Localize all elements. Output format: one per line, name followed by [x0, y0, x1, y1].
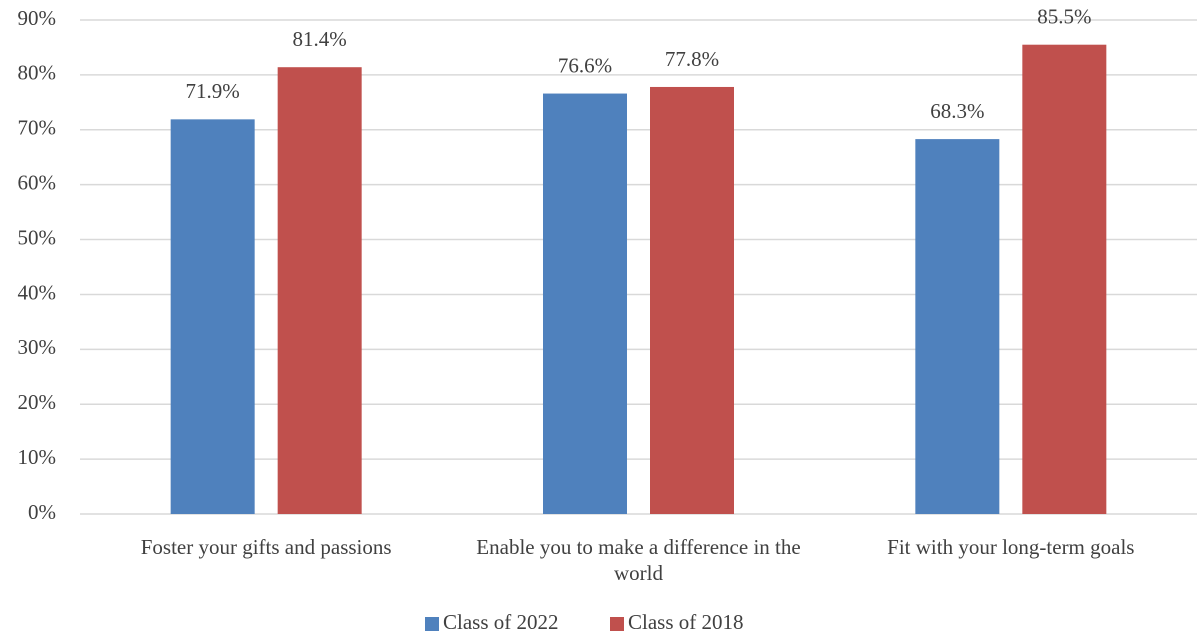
- data-label: 76.6%: [558, 53, 612, 77]
- x-tick-label: Foster your gifts and passions: [140, 535, 392, 559]
- y-tick-label: 10%: [18, 445, 57, 469]
- y-tick-label: 80%: [18, 61, 57, 85]
- bar: [1022, 44, 1107, 514]
- y-tick-label: 70%: [18, 116, 57, 140]
- y-tick-label: 30%: [18, 335, 57, 359]
- legend-label: Class of 2018: [628, 610, 744, 634]
- data-label: 85.5%: [1037, 5, 1091, 29]
- bar: [170, 119, 255, 515]
- x-tick-label: Enable you to make a difference in the w…: [476, 535, 801, 585]
- data-label: 81.4%: [293, 27, 347, 51]
- y-tick-label: 40%: [18, 280, 57, 304]
- data-label: 68.3%: [930, 99, 984, 123]
- data-label: 71.9%: [186, 79, 240, 103]
- bar: [915, 139, 1000, 514]
- y-tick-label: 20%: [18, 390, 57, 414]
- y-tick-label: 0%: [28, 500, 56, 524]
- y-tick-label: 50%: [18, 225, 57, 249]
- legend-label: Class of 2022: [443, 610, 559, 634]
- legend-swatch: [610, 617, 624, 631]
- legend-swatch: [425, 617, 439, 631]
- bar: [277, 67, 362, 515]
- bar: [543, 93, 627, 514]
- x-tick-label: Fit with your long-term goals: [887, 535, 1135, 559]
- bar: [650, 86, 734, 514]
- y-tick-label: 90%: [18, 6, 57, 30]
- data-label: 77.8%: [665, 47, 719, 71]
- y-tick-label: 60%: [18, 170, 57, 194]
